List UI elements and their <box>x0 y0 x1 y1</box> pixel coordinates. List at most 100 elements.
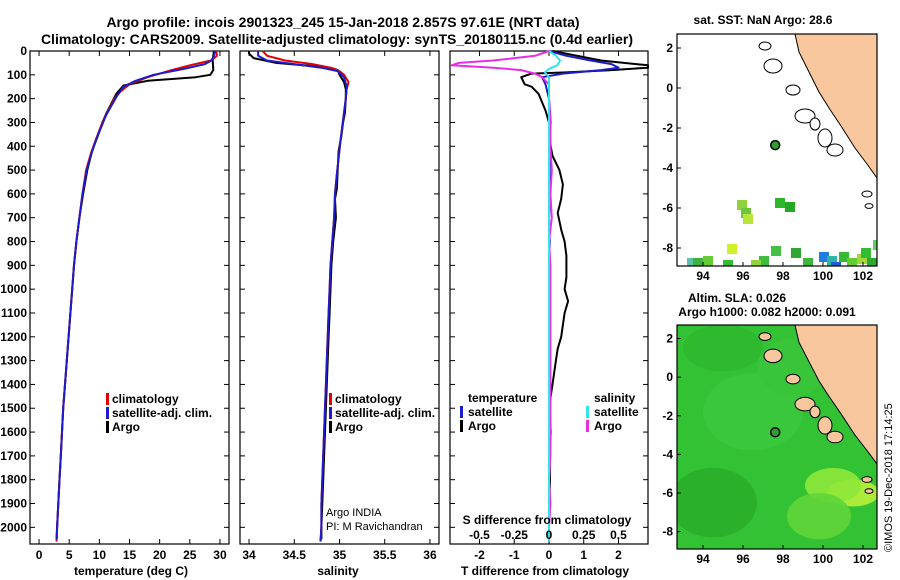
sst-pixel <box>867 258 877 266</box>
sst-pixel <box>803 258 813 266</box>
sst-pixel <box>723 260 733 266</box>
island <box>864 203 874 209</box>
depth-tick-label: 400 <box>7 139 27 153</box>
x-tick-label: 5 <box>66 548 73 562</box>
lon-tick-label: 100 <box>813 269 833 283</box>
depth-tick-label: 600 <box>7 187 27 201</box>
map-frame <box>676 324 878 550</box>
series-line-t-argo <box>520 50 649 542</box>
x-tick-label: 30 <box>213 548 227 562</box>
island <box>794 396 816 412</box>
legend-swatch-t-satellite <box>460 406 463 418</box>
series-line-t-satellite <box>541 50 620 542</box>
sst-pixel <box>727 244 737 254</box>
land-sumatra <box>794 325 877 465</box>
s-diff-tick-label: 0.25 <box>572 528 596 542</box>
depth-tick-label: 1800 <box>0 473 27 487</box>
x-tick-label: 34 <box>242 548 256 562</box>
lon-tick-label: 96 <box>736 269 750 283</box>
island <box>794 108 816 124</box>
depth-tick-label: 900 <box>7 258 27 272</box>
difference-xlabel: T difference from climatology <box>461 564 629 578</box>
lat-tick-label: -4 <box>662 447 673 461</box>
x-tick-label: 20 <box>153 548 167 562</box>
argo-position-marker <box>769 427 781 438</box>
depth-tick-label: 0 <box>20 44 27 58</box>
legend-label-satellite: satellite-adj. clim. <box>335 406 435 420</box>
lon-tick-label: 94 <box>696 269 710 283</box>
salinity-xlabel: salinity <box>317 564 359 578</box>
x-tick-label: 0 <box>546 548 553 562</box>
sla-map-title-1: Altim. SLA: 0.026 <box>688 291 786 305</box>
land-sumatra <box>794 34 877 179</box>
sst-pixel <box>839 252 849 262</box>
depth-tick-label: 1200 <box>0 330 27 344</box>
x-tick-label: 2 <box>615 548 622 562</box>
lat-tick-label: 0 <box>666 370 673 384</box>
series-line-s-argo <box>450 50 553 542</box>
sst-pixel <box>785 202 795 212</box>
sst-pixel <box>737 200 747 210</box>
lon-tick-label: 96 <box>736 552 750 566</box>
legend-label-s-satellite: satellite <box>594 405 639 419</box>
sst-pixel <box>831 262 841 266</box>
sst-pixel <box>743 214 753 224</box>
legend-swatch-t-argo <box>460 420 463 432</box>
legend-heading-salinity: salinity <box>594 391 636 405</box>
legend-swatch-s-argo <box>586 420 589 432</box>
lon-tick-label: 102 <box>853 269 873 283</box>
x-tick-label: -2 <box>474 548 485 562</box>
island <box>809 405 821 419</box>
sst-pixel <box>775 198 785 208</box>
s-diff-tick-label: -0.5 <box>469 528 490 542</box>
legend-label-s-argo: Argo <box>594 419 622 433</box>
lon-tick-label: 100 <box>813 552 833 566</box>
sst-pixel <box>847 258 857 266</box>
lat-tick-label: 2 <box>666 332 673 346</box>
x-tick-label: 1 <box>580 548 587 562</box>
island <box>785 84 801 96</box>
island <box>861 190 873 198</box>
x-tick-label: -1 <box>509 548 520 562</box>
legend-heading-temperature: temperature <box>468 391 538 405</box>
lon-tick-label: 98 <box>776 552 790 566</box>
credit-pi: PI: M Ravichandran <box>326 521 423 533</box>
legend-label-argo: Argo <box>335 420 363 434</box>
depth-tick-label: 700 <box>7 211 27 225</box>
lat-tick-label: -6 <box>662 201 673 215</box>
x-tick-label: 35.5 <box>373 548 397 562</box>
lat-tick-label: 2 <box>666 41 673 55</box>
legend-label-climatology: climatology <box>112 392 179 406</box>
depth-tick-label: 100 <box>7 68 27 82</box>
sst-pixel <box>827 256 837 266</box>
credit-argo-india: Argo INDIA <box>326 507 382 519</box>
legend-label-t-satellite: satellite <box>468 405 513 419</box>
sst-map-title: sat. SST: NaN Argo: 28.6 <box>694 13 833 27</box>
s-diff-tick-label: 0 <box>546 528 553 542</box>
salinity-legend: climatology satellite-adj. clim. Argo <box>329 392 435 434</box>
sst-pixel <box>857 254 867 264</box>
sst-pixel <box>751 260 761 266</box>
title-line-2: Climatology: CARS2009. Satellite-adjuste… <box>41 31 633 47</box>
lat-tick-label: -6 <box>662 486 673 500</box>
depth-axis: 0 100 200 300 400 500 600 700 800 900 1000 1100 1200… <box>0 44 27 534</box>
lat-tick-label: -4 <box>662 161 673 175</box>
series-line-s-satellite <box>543 50 562 542</box>
legend-label-climatology: climatology <box>335 392 402 406</box>
sla-anomaly-patch <box>787 493 851 540</box>
depth-tick-label: 2000 <box>0 520 27 534</box>
depth-tick-label: 1400 <box>0 377 27 391</box>
lon-tick-label: 98 <box>776 269 790 283</box>
depth-tick-label: 1000 <box>0 282 27 296</box>
island <box>809 117 821 131</box>
island <box>763 58 783 74</box>
depth-tick-label: 800 <box>7 235 27 249</box>
map-frame <box>676 33 878 267</box>
temperature-xlabel: temperature (deg C) <box>74 564 188 578</box>
sst-pixel <box>759 256 769 266</box>
lon-tick-label: 94 <box>696 552 710 566</box>
island <box>817 416 833 435</box>
sst-pixel <box>819 252 829 262</box>
